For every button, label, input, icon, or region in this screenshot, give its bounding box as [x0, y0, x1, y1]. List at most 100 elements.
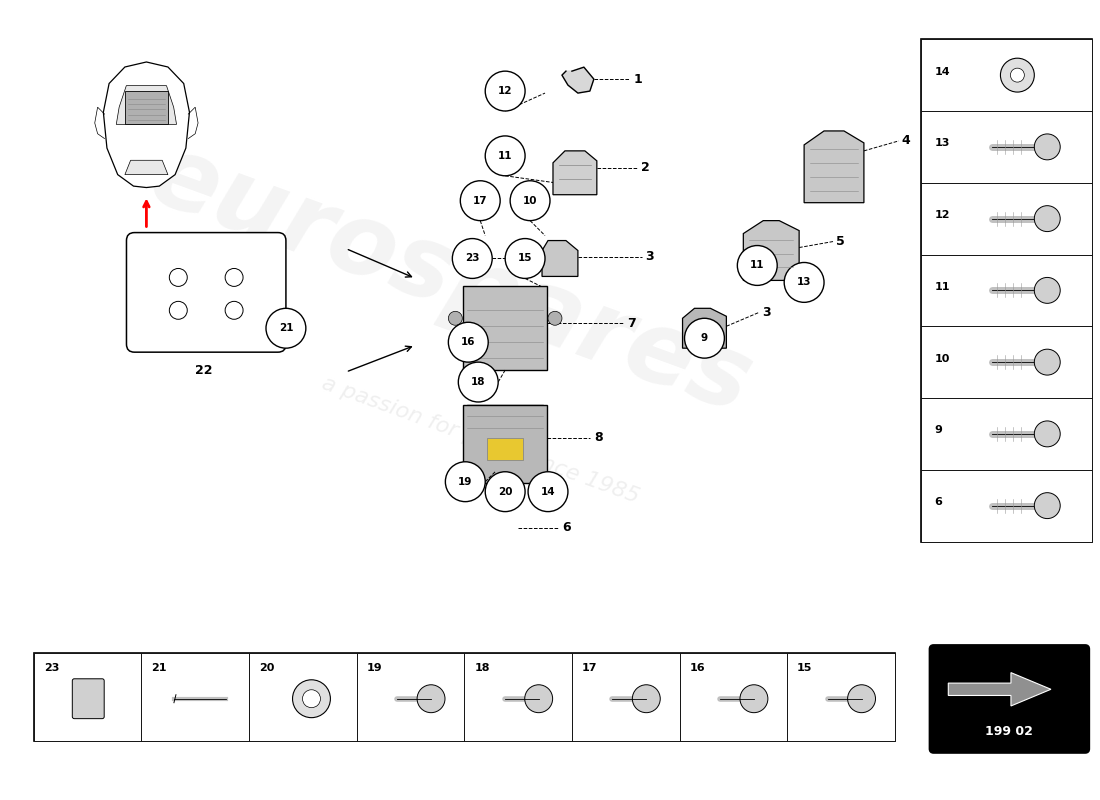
Circle shape: [525, 685, 552, 713]
Polygon shape: [682, 308, 726, 348]
Text: 19: 19: [458, 477, 473, 486]
Circle shape: [1011, 68, 1024, 82]
Circle shape: [266, 308, 306, 348]
Text: 9: 9: [935, 426, 943, 435]
Text: 13: 13: [796, 278, 812, 287]
Polygon shape: [125, 160, 168, 174]
Circle shape: [1034, 134, 1060, 160]
FancyBboxPatch shape: [73, 678, 104, 718]
Text: a passion for parts since 1985: a passion for parts since 1985: [319, 373, 641, 506]
Polygon shape: [553, 151, 597, 194]
Circle shape: [1034, 493, 1060, 518]
Circle shape: [169, 269, 187, 286]
Bar: [921, 326, 1092, 398]
Text: 23: 23: [465, 254, 480, 263]
Text: 4: 4: [902, 134, 911, 147]
Circle shape: [784, 262, 824, 302]
Text: 12: 12: [935, 210, 950, 220]
Bar: [788, 653, 894, 741]
Text: 14: 14: [541, 486, 556, 497]
Circle shape: [452, 238, 492, 278]
Text: 6: 6: [562, 521, 571, 534]
Bar: [34, 653, 142, 741]
Circle shape: [1034, 206, 1060, 231]
FancyBboxPatch shape: [126, 233, 286, 352]
FancyBboxPatch shape: [125, 91, 168, 125]
Text: 20: 20: [258, 663, 274, 673]
Bar: [921, 39, 1092, 542]
Polygon shape: [103, 62, 189, 187]
Circle shape: [684, 318, 725, 358]
FancyBboxPatch shape: [463, 286, 547, 370]
Text: 3: 3: [762, 306, 771, 319]
Text: 7: 7: [627, 317, 636, 330]
Text: 21: 21: [278, 323, 294, 334]
Polygon shape: [562, 67, 594, 93]
Bar: [921, 470, 1092, 542]
Circle shape: [449, 322, 488, 362]
Text: 23: 23: [44, 663, 59, 673]
Circle shape: [485, 472, 525, 512]
Polygon shape: [117, 86, 176, 125]
Text: 199 02: 199 02: [986, 726, 1033, 738]
Bar: [34, 653, 894, 741]
Bar: [921, 254, 1092, 326]
Text: 18: 18: [474, 663, 490, 673]
Circle shape: [528, 472, 568, 512]
Circle shape: [449, 311, 462, 326]
Text: 18: 18: [471, 377, 485, 387]
Text: 15: 15: [798, 663, 813, 673]
Text: 11: 11: [750, 261, 764, 270]
Text: 22: 22: [196, 364, 213, 377]
Text: 3: 3: [646, 250, 654, 263]
Bar: [680, 653, 788, 741]
Circle shape: [1034, 349, 1060, 375]
Circle shape: [1034, 421, 1060, 447]
Text: 11: 11: [935, 282, 950, 292]
Text: 5: 5: [836, 235, 845, 248]
Circle shape: [510, 181, 550, 221]
Bar: [921, 39, 1092, 111]
Text: eurospares: eurospares: [136, 126, 764, 434]
Text: 16: 16: [461, 338, 475, 347]
Text: 12: 12: [498, 86, 513, 96]
Circle shape: [302, 690, 320, 708]
Circle shape: [293, 680, 330, 718]
Circle shape: [226, 302, 243, 319]
Bar: [464, 653, 572, 741]
Polygon shape: [804, 131, 864, 202]
Text: 11: 11: [498, 151, 513, 161]
Text: 10: 10: [935, 354, 950, 363]
Text: 21: 21: [152, 663, 167, 673]
Text: 19: 19: [366, 663, 383, 673]
Bar: [572, 653, 680, 741]
Bar: [921, 111, 1092, 182]
Circle shape: [169, 302, 187, 319]
Text: 9: 9: [701, 334, 708, 343]
Circle shape: [226, 269, 243, 286]
Polygon shape: [542, 241, 578, 277]
Bar: [142, 653, 249, 741]
Circle shape: [485, 71, 525, 111]
Text: 20: 20: [498, 486, 513, 497]
Circle shape: [1000, 58, 1034, 92]
Text: 14: 14: [935, 66, 950, 77]
Text: 17: 17: [473, 196, 487, 206]
Circle shape: [737, 246, 778, 286]
Text: 15: 15: [518, 254, 532, 263]
Circle shape: [485, 136, 525, 176]
Text: 8: 8: [594, 431, 603, 444]
Circle shape: [632, 685, 660, 713]
Text: 17: 17: [582, 663, 597, 673]
Bar: [921, 182, 1092, 254]
Polygon shape: [948, 673, 1050, 706]
Circle shape: [548, 311, 562, 326]
Polygon shape: [744, 221, 799, 281]
Text: 1: 1: [634, 73, 642, 86]
FancyBboxPatch shape: [463, 405, 547, 482]
Circle shape: [460, 181, 500, 221]
Bar: [921, 398, 1092, 470]
Circle shape: [848, 685, 876, 713]
Circle shape: [1034, 278, 1060, 303]
Text: 6: 6: [935, 497, 943, 507]
